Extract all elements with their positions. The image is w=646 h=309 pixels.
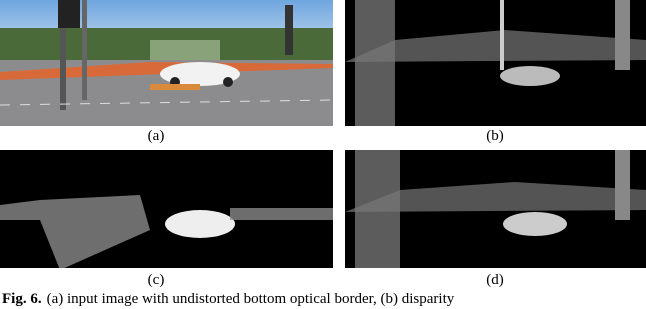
segmented-image: [0, 150, 333, 268]
caption-text: (a) input image with undistorted bottom …: [47, 291, 455, 307]
panel-label: (a): [126, 128, 186, 145]
caption: Fig. 6. (a) input image with undistorted …: [2, 291, 454, 308]
page: (a) (b) (c) (d) Fig. 6. (a) input image w…: [0, 0, 646, 309]
result-image: [345, 150, 646, 268]
input-image: [0, 0, 333, 126]
panel-label: (b): [465, 128, 525, 145]
caption-prefix: Fig. 6.: [2, 291, 42, 307]
disparity-image: [345, 0, 646, 126]
panel-label: (d): [465, 272, 525, 289]
panel-label: (c): [126, 272, 186, 289]
